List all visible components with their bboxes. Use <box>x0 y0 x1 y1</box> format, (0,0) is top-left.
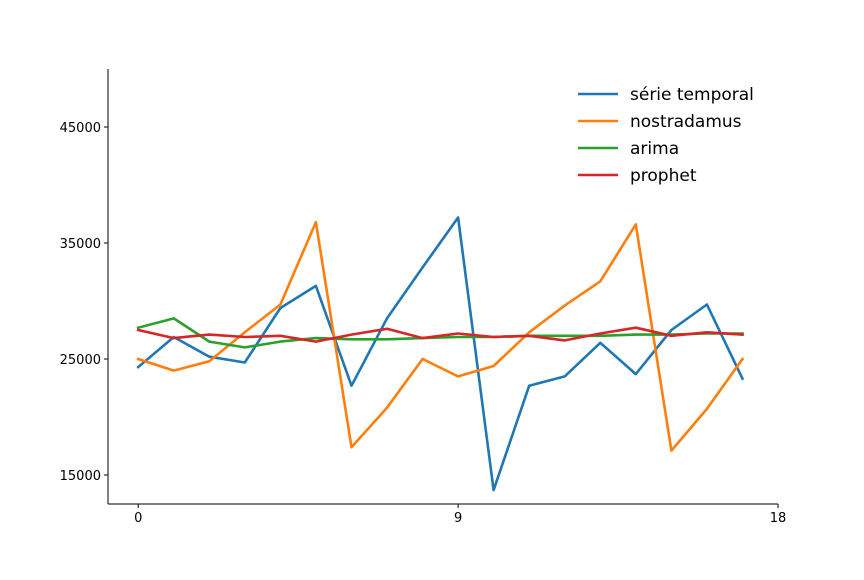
legend: série temporal nostradamus arima prophet <box>578 85 754 186</box>
x-tick-label: 18 <box>770 511 787 526</box>
legend-label: arima <box>630 139 679 159</box>
legend-label: nostradamus <box>630 112 742 132</box>
y-tick-label: 15000 <box>60 469 101 484</box>
legend-label: prophet <box>630 166 697 186</box>
x-tick-label: 9 <box>454 511 462 526</box>
series-lines <box>136 216 745 492</box>
y-tick-label: 25000 <box>60 353 101 368</box>
series-line-0 <box>136 216 745 492</box>
axes: 0 9 18 15000 25000 35000 45000 <box>60 69 787 526</box>
legend-label: série temporal <box>630 85 754 105</box>
x-tick-label: 0 <box>134 511 142 526</box>
y-tick-label: 35000 <box>60 237 101 252</box>
series-line-2 <box>136 317 744 349</box>
series-line-3 <box>136 326 744 343</box>
y-tick-label: 45000 <box>60 121 101 136</box>
